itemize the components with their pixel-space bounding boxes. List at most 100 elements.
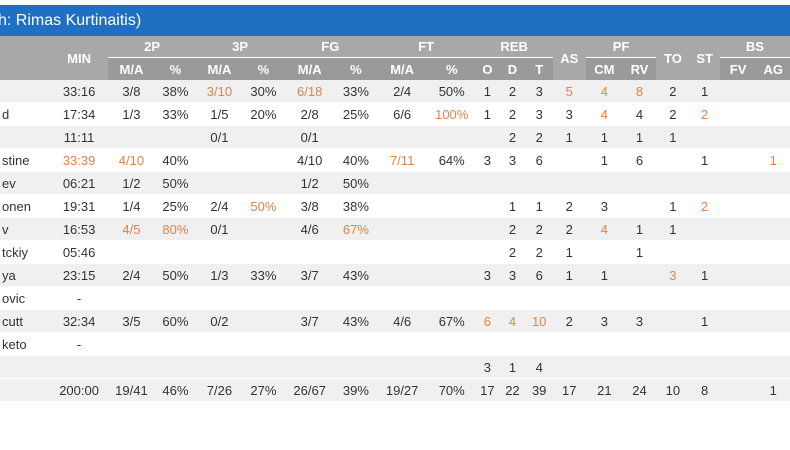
cell-as: 1 (552, 263, 586, 287)
cell-fgp: 39% (335, 378, 377, 402)
cell-ftma (376, 263, 428, 287)
cell-p3p (242, 355, 285, 379)
cell-d (499, 171, 526, 195)
cell-ag (756, 217, 790, 241)
cell-min: 23:15 (50, 263, 109, 287)
cell-fgp: 43% (335, 263, 377, 287)
cell-cm: 1 (586, 125, 623, 149)
cell-as: 2 (552, 194, 586, 218)
cell-o (475, 125, 500, 149)
cell-fgma: 3/8 (284, 194, 336, 218)
cell-ftma (376, 286, 428, 310)
cell-to (656, 355, 690, 379)
totals-row: 200:00 19/41 46% 7/26 27% 26/67 39% 19/27 70% 17 2… (0, 378, 790, 402)
cell-p3ma: 1/3 (196, 263, 243, 287)
cell-p2ma (108, 125, 155, 149)
cell-name (0, 80, 51, 103)
cell-p2ma: 3/5 (108, 309, 155, 333)
cell-fgma: 0/1 (284, 125, 336, 149)
cell-d: 22 (499, 378, 526, 402)
cell-cm: 21 (586, 378, 623, 402)
cell-p3ma: 7/26 (196, 378, 243, 402)
cell-t: 4 (525, 355, 553, 379)
cell-ftp (427, 286, 476, 310)
cell-min: 06:21 (50, 171, 109, 195)
cell-ag (756, 171, 790, 195)
cell-t: 6 (525, 148, 553, 172)
cell-p3p (242, 286, 285, 310)
header-min: MIN (50, 36, 109, 80)
cell-fgma: 3/7 (284, 309, 336, 333)
header-pf: PF (586, 36, 657, 58)
cell-p3p (242, 171, 285, 195)
cell-st: 2 (689, 102, 720, 126)
cell-p3ma (196, 286, 243, 310)
cell-ag: 1 (756, 378, 790, 402)
cell-rv (622, 332, 657, 356)
cell-ftp: 70% (427, 378, 476, 402)
cell-ag (756, 263, 790, 287)
cell-t (525, 286, 553, 310)
cell-p2p: 38% (154, 80, 197, 103)
cell-fgp (335, 332, 377, 356)
cell-ag (756, 355, 790, 379)
cell-ftp (427, 332, 476, 356)
cell-fv (719, 148, 757, 172)
header-player (0, 36, 51, 80)
cell-fgp: 33% (335, 80, 377, 103)
cell-st: 8 (689, 378, 720, 402)
cell-fgma (284, 286, 336, 310)
table-row: d 17:34 1/3 33% 1/5 20% 2/8 25% 6/6 100% 1 2 3 3 4 4 2 2 (0, 102, 790, 126)
cell-ftma (376, 217, 428, 241)
cell-to: 2 (656, 80, 690, 103)
table-row: cutt 32:34 3/5 60% 0/2 3/7 43% 4/6 67% 6 4 10 2 3 3 1 (0, 309, 790, 333)
cell-p3ma: 0/2 (196, 309, 243, 333)
cell-min: 33:16 (50, 80, 109, 103)
cell-p3p (242, 217, 285, 241)
cell-to (656, 309, 690, 333)
cell-o: 6 (475, 309, 500, 333)
table-row: ya 23:15 2/4 50% 1/3 33% 3/7 43% 3 3 6 1 1 3 1 (0, 263, 790, 287)
team-title-bar: h: Rimas Kurtinaitis) (0, 5, 790, 36)
cell-d: 2 (499, 102, 526, 126)
table-row: 11:11 0/1 0/1 2 2 1 1 1 1 (0, 125, 790, 149)
header-3p-ma: M/A (196, 57, 243, 80)
cell-as (552, 355, 586, 379)
cell-p3p: 30% (242, 80, 285, 103)
cell-name (0, 125, 51, 149)
cell-as: 1 (552, 125, 586, 149)
cell-name (0, 355, 51, 379)
cell-rv (622, 286, 657, 310)
cell-fgma: 26/67 (284, 378, 336, 402)
cell-p2p: 50% (154, 263, 197, 287)
cell-p2p: 46% (154, 378, 197, 402)
cell-p2ma: 19/41 (108, 378, 155, 402)
header-fg-pct: % (335, 57, 377, 80)
header-3p: 3P (196, 36, 285, 58)
cell-min: 16:53 (50, 217, 109, 241)
cell-p2p: 80% (154, 217, 197, 241)
cell-d (499, 332, 526, 356)
header-3p-pct: % (242, 57, 285, 80)
cell-d: 2 (499, 125, 526, 149)
cell-name: ya (0, 263, 51, 287)
cell-p3p (242, 125, 285, 149)
cell-to (656, 148, 690, 172)
cell-t: 3 (525, 80, 553, 103)
cell-p2p (154, 332, 197, 356)
header-ft: FT (376, 36, 476, 58)
cell-o (475, 217, 500, 241)
cell-fv (719, 263, 757, 287)
table-row: onen 19:31 1/4 25% 2/4 50% 3/8 38% 1 1 2 3 1 2 (0, 194, 790, 218)
header-row-groups: MIN 2P 3P FG FT REB AS PF TO ST BS (0, 36, 790, 80)
cell-o: 1 (475, 80, 500, 103)
cell-ag (756, 332, 790, 356)
cell-fgma: 3/7 (284, 263, 336, 287)
cell-fgma: 4/6 (284, 217, 336, 241)
cell-min: 05:46 (50, 240, 109, 264)
cell-fv (719, 286, 757, 310)
cell-p3ma (196, 240, 243, 264)
cell-t: 2 (525, 240, 553, 264)
cell-o (475, 194, 500, 218)
cell-fv (719, 309, 757, 333)
